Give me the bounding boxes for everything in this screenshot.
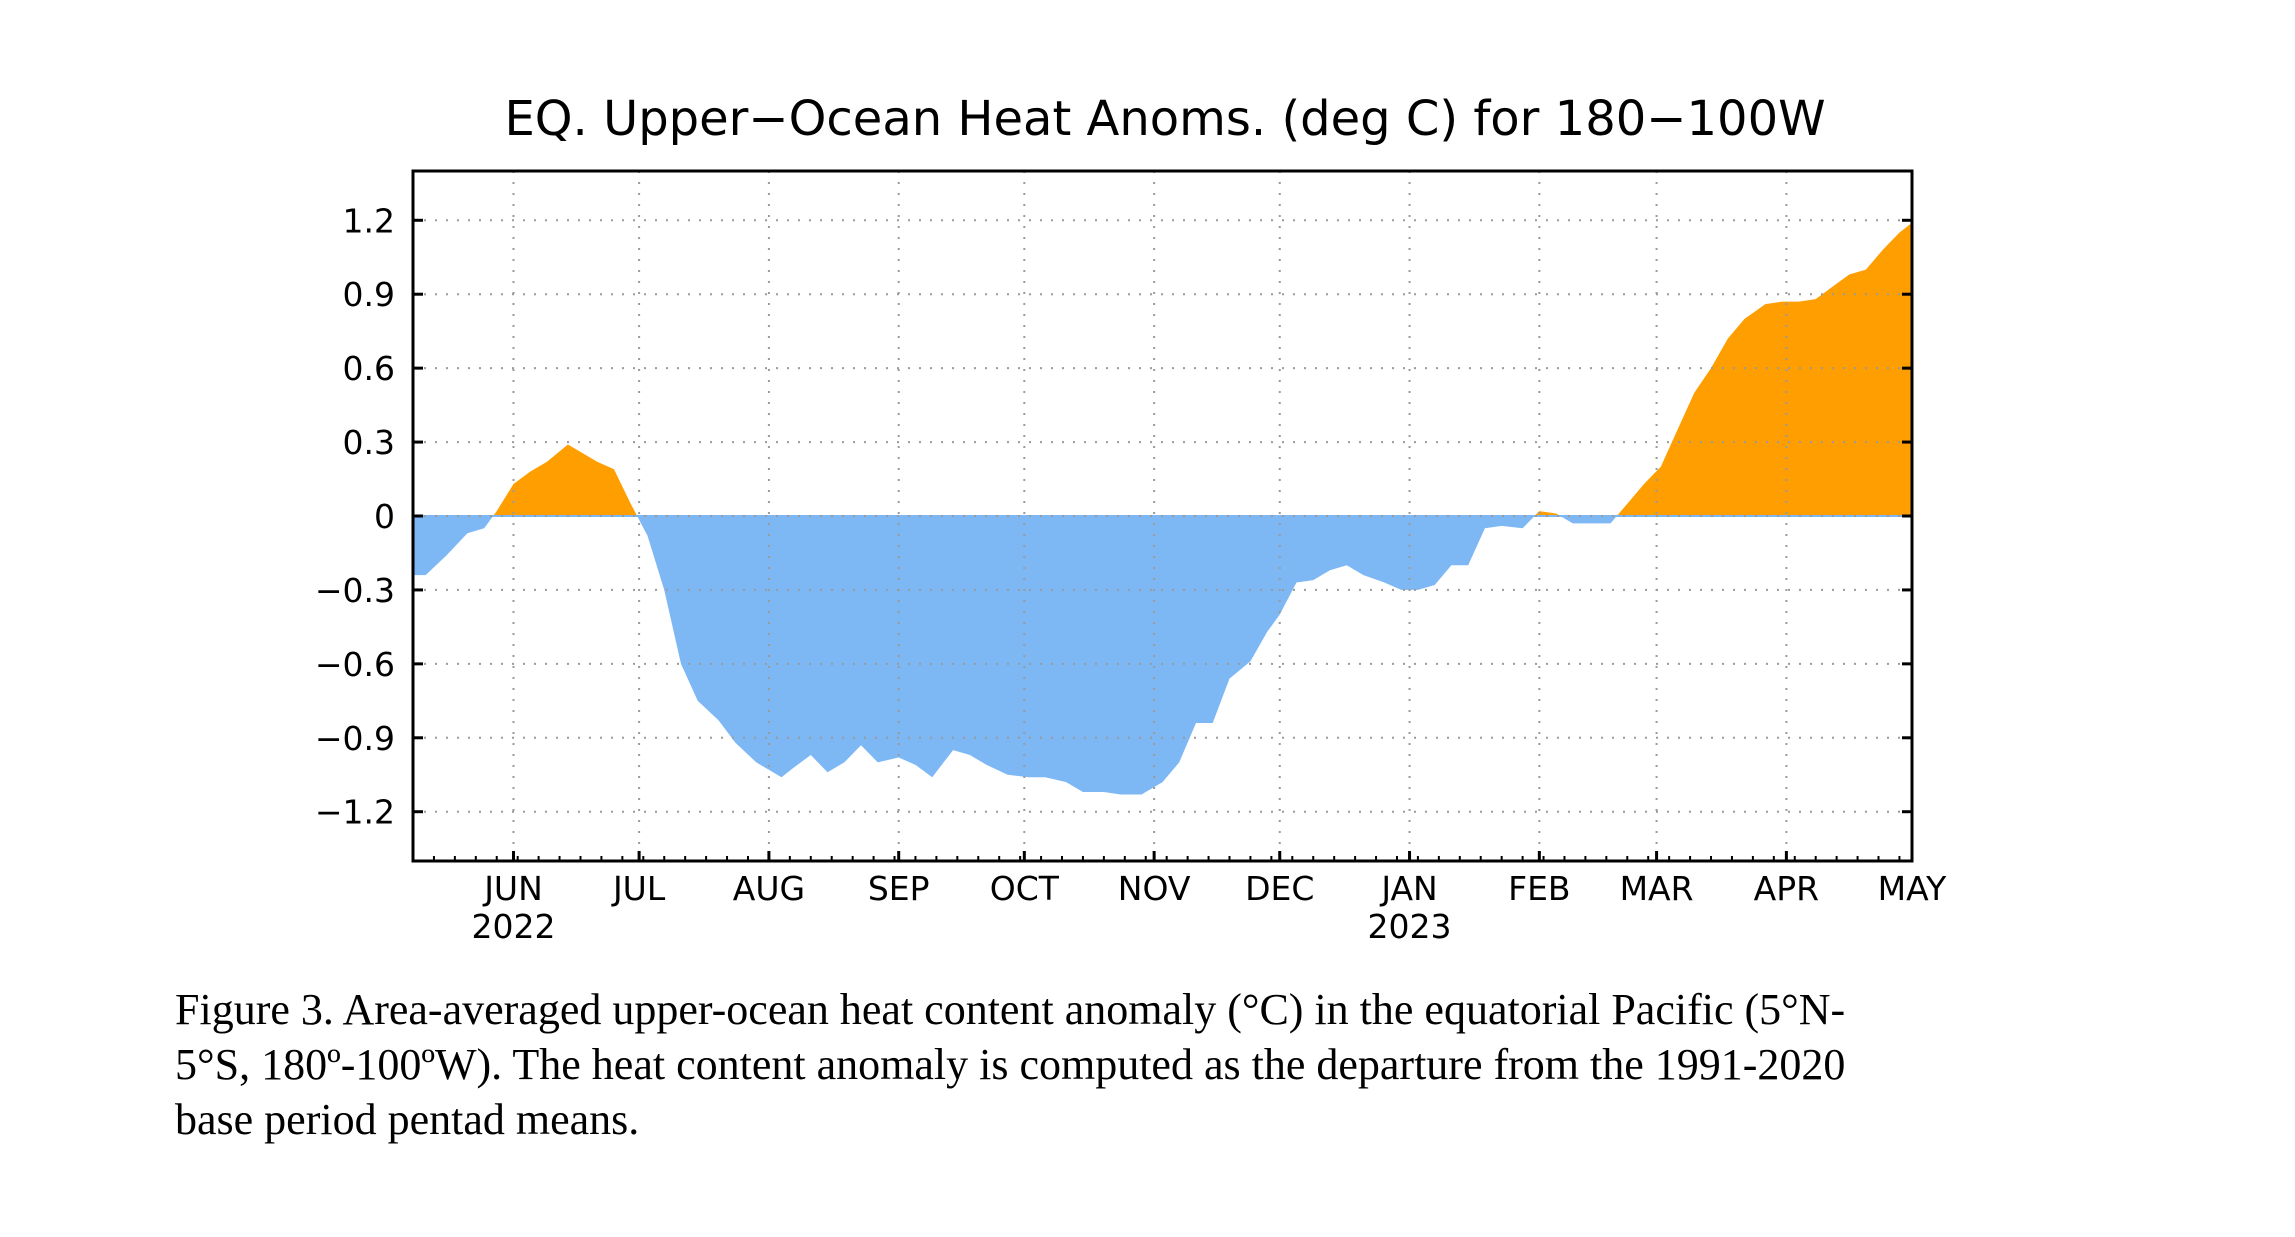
x-tick-label: APR xyxy=(1754,869,1819,908)
plot-frame xyxy=(411,169,1914,863)
y-tick-label: −1.2 xyxy=(315,793,395,832)
y-tick-label: 0.3 xyxy=(343,423,395,462)
positive-anomaly-area xyxy=(413,222,1912,516)
x-tick-label: JUL xyxy=(611,869,666,908)
x-tick-label: MAR xyxy=(1620,869,1694,908)
y-tick-label: 0.6 xyxy=(343,349,395,388)
x-tick-label: NOV xyxy=(1118,869,1191,908)
x-tick-label: MAY xyxy=(1878,869,1947,908)
y-tick-label: 0.9 xyxy=(343,275,395,314)
x-tick-label: JAN xyxy=(1379,869,1437,908)
x-tick-label: AUG xyxy=(733,869,805,908)
x-tick-label: JUN xyxy=(482,869,543,908)
y-tick-label: −0.9 xyxy=(315,719,395,758)
x-tick-label: DEC xyxy=(1245,869,1314,908)
figure-caption: Figure 3. Area-averaged upper-ocean heat… xyxy=(175,985,1846,1144)
y-tick-label: −0.3 xyxy=(315,571,395,610)
x-tick-label: SEP xyxy=(868,869,930,908)
x-tick-year-label: 2022 xyxy=(471,907,555,946)
x-tick-label: FEB xyxy=(1508,869,1570,908)
y-tick-label: 0 xyxy=(374,497,395,536)
chart-title: EQ. Upper−Ocean Heat Anoms. (deg C) for … xyxy=(504,91,1825,147)
y-tick-label: 1.2 xyxy=(343,201,395,240)
negative-anomaly-area xyxy=(413,516,1912,795)
x-tick-label: OCT xyxy=(990,869,1060,908)
y-tick-label: −0.6 xyxy=(315,645,395,684)
x-tick-year-label: 2023 xyxy=(1368,907,1452,946)
